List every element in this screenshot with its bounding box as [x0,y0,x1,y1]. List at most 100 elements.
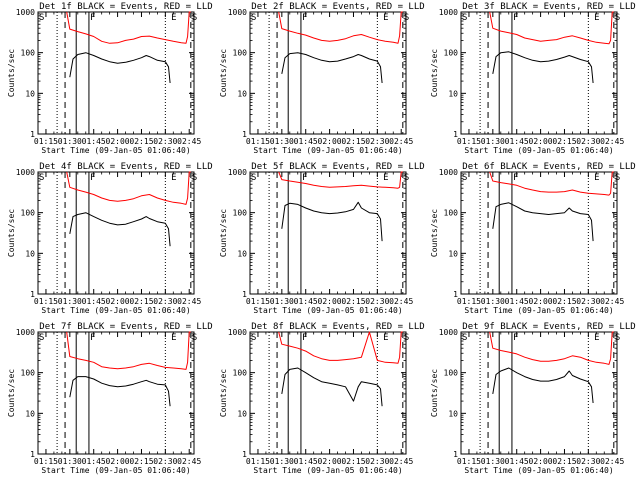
panel-title: Det 6f BLACK = Events, RED = LLD [462,162,635,172]
y-tick-label: 10 [25,249,35,258]
x-tick-label: 02:30 [365,137,389,146]
event-marker-label: S [615,173,620,183]
lld-series-line [66,171,191,205]
event-marker-label: S [615,13,620,23]
y-tick-label: 10 [448,249,458,258]
plot-frame [37,11,195,135]
y-tick-label: 10 [237,409,247,418]
y-tick-label: 10 [237,249,247,258]
x-tick-label: 02:00 [318,137,342,146]
x-tick-label: 01:30 [270,457,294,466]
y-tick-label: 1000 [16,328,35,337]
event-marker-label: S [192,173,197,183]
y-tick-label: 1 [453,130,458,139]
event-marker-label: E [594,13,599,23]
x-tick-label: 02:15 [341,137,365,146]
y-tick-label: 100 [21,369,36,378]
x-tick-label: 01:30 [58,137,82,146]
panel-title: Det 7f BLACK = Events, RED = LLD [39,322,212,332]
x-axis-label: Start Time (09-Jan-05 01:06:40) [41,306,190,315]
event-marker-label: S [462,333,467,343]
y-axis-label: Counts/sec [430,49,439,97]
y-tick-label: 1000 [228,328,247,337]
lld-series-line [278,11,403,44]
x-tick-label: 01:30 [270,137,294,146]
lld-series-line [66,331,191,370]
x-axis-label: Start Time (09-Jan-05 01:06:40) [253,306,402,315]
panel-title: Det 3f BLACK = Events, RED = LLD [462,2,635,12]
x-tick-label: 01:15 [246,137,270,146]
y-axis-label: Counts/sec [7,369,16,417]
x-tick-label: 02:00 [529,137,553,146]
y-axis-label: Counts/sec [219,209,228,257]
lld-series-line [278,171,403,189]
x-tick-label: 01:30 [58,297,82,306]
x-tick-label: 01:45 [294,297,318,306]
event-marker-label: S [404,13,409,23]
x-tick-label: 02:45 [177,137,201,146]
x-tick-label: 02:45 [600,457,624,466]
x-tick-label: 01:15 [457,297,481,306]
y-tick-label: 10 [25,409,35,418]
x-axis-label: Start Time (09-Jan-05 01:06:40) [464,466,613,475]
event-marker-label: F [513,333,518,343]
y-tick-label: 10 [448,409,458,418]
x-tick-label: 02:30 [576,457,600,466]
y-tick-label: 100 [444,49,459,58]
y-tick-label: 1 [30,450,35,459]
detector-panel: Det 5f BLACK = Events, RED = LLD 1 10 100 10… [219,162,425,315]
plot-frame [460,171,618,295]
x-tick-label: 02:15 [552,297,576,306]
detector-panel: Det 9f BLACK = Events, RED = LLD 1 10 100 10… [430,322,636,475]
x-tick-label: 02:15 [341,297,365,306]
y-axis-label: Counts/sec [219,369,228,417]
y-tick-label: 10 [448,89,458,98]
detector-panel: Det 2f BLACK = Events, RED = LLD 1 10 100 10… [219,2,425,155]
y-tick-label: 100 [233,209,248,218]
detector-panel: Det 3f BLACK = Events, RED = LLD 1 10 100 10… [430,2,636,155]
x-tick-label: 01:45 [505,137,529,146]
x-tick-label: 02:30 [576,297,600,306]
x-axis-label: Start Time (09-Jan-05 01:06:40) [253,466,402,475]
x-tick-label: 02:00 [529,297,553,306]
y-tick-label: 1 [30,290,35,299]
y-tick-label: 100 [233,49,248,58]
plot-frame [249,171,407,295]
events-series-line [69,376,171,407]
event-marker-label: S [462,173,467,183]
x-tick-label: 02:15 [129,297,153,306]
x-tick-label: 01:15 [34,457,58,466]
event-marker-label: F [90,173,95,183]
x-tick-label: 02:30 [365,457,389,466]
plot-frame [37,331,195,455]
x-tick-label: 02:45 [177,297,201,306]
events-series-line [69,212,171,247]
x-axis-label: Start Time (09-Jan-05 01:06:40) [253,146,402,155]
event-marker-label: S [192,13,197,23]
plot-frame [460,331,618,455]
x-tick-label: 01:45 [505,457,529,466]
event-marker-label: F [302,333,307,343]
x-tick-label: 02:45 [600,137,624,146]
lld-series-line [66,11,191,44]
y-axis-label: Counts/sec [219,49,228,97]
detector-panel: Det 4f BLACK = Events, RED = LLD 1 10 100 10… [7,162,213,315]
x-tick-label: 02:45 [177,457,201,466]
x-tick-label: 01:30 [481,297,505,306]
y-tick-label: 10 [237,89,247,98]
x-tick-label: 01:45 [505,297,529,306]
x-tick-label: 01:45 [294,137,318,146]
y-tick-label: 1 [453,450,458,459]
y-tick-label: 100 [444,209,459,218]
x-tick-label: 01:45 [82,457,106,466]
y-tick-label: 1000 [439,328,458,337]
x-tick-label: 01:15 [34,137,58,146]
y-tick-label: 1000 [439,8,458,17]
x-tick-label: 02:00 [106,457,130,466]
event-marker-label: E [383,333,388,343]
y-tick-label: 100 [21,49,36,58]
event-marker-label: S [404,333,409,343]
x-axis-label: Start Time (09-Jan-05 01:06:40) [464,306,613,315]
y-tick-label: 1000 [228,168,247,177]
